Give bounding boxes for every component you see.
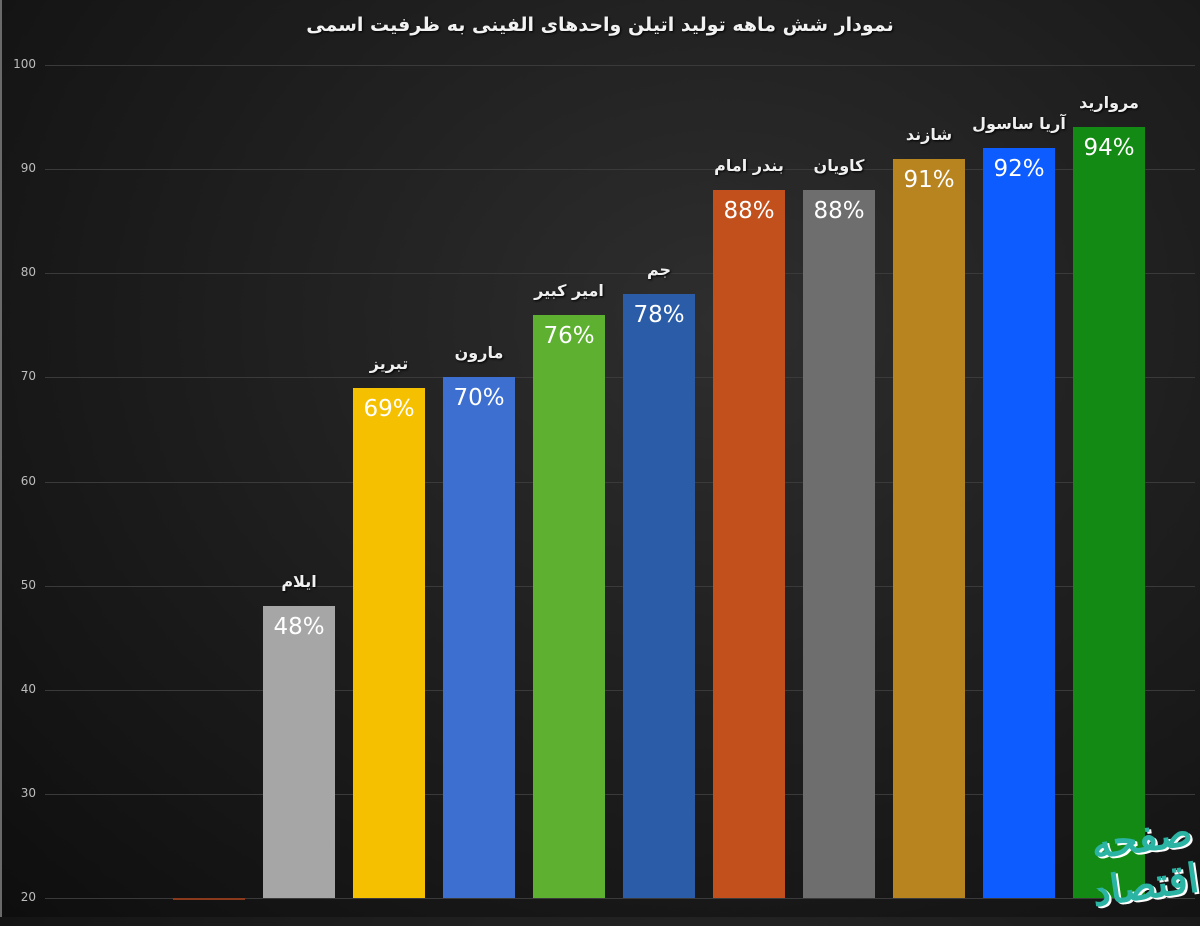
bar: 94% bbox=[1073, 127, 1145, 898]
gridline bbox=[45, 793, 1195, 795]
bar: 78% bbox=[623, 294, 695, 898]
gridline bbox=[45, 689, 1195, 691]
bar: 70% bbox=[443, 377, 515, 898]
y-tick-label: 80 bbox=[20, 265, 36, 280]
bar-value-label: 92% bbox=[993, 156, 1045, 183]
bar-value-label: 88% bbox=[723, 197, 775, 224]
category-label: آریا ساسول bbox=[972, 114, 1066, 134]
bar-value-label: 94% bbox=[1083, 135, 1135, 162]
category-label: ایلام bbox=[281, 572, 317, 592]
bar-value-label: 76% bbox=[543, 322, 595, 349]
y-tick-label: 70 bbox=[20, 369, 36, 384]
y-tick-label: 100 bbox=[13, 57, 36, 71]
category-label: کاویان bbox=[813, 155, 865, 175]
y-tick-label: 90 bbox=[20, 161, 36, 176]
bar-value-label: 48% bbox=[273, 614, 325, 641]
bar-value-label: 91% bbox=[903, 166, 955, 193]
chart-title: نمودار شش ماهه تولید اتیلن واحدهای الفین… bbox=[306, 14, 894, 36]
category-label: مارون bbox=[454, 343, 504, 363]
bar-value-label: 69% bbox=[363, 395, 415, 422]
bar-value-label: 70% bbox=[453, 385, 505, 412]
category-label: تبریز bbox=[369, 353, 409, 373]
gridline bbox=[45, 585, 1195, 587]
gridline bbox=[45, 65, 1195, 66]
bar-value-label: 88% bbox=[813, 197, 865, 224]
y-tick-label: 20 bbox=[20, 890, 36, 904]
category-label: شازند bbox=[905, 124, 953, 144]
bar: 48% bbox=[263, 606, 335, 898]
bar: 91% bbox=[893, 158, 965, 898]
category-label: امیر کبیر bbox=[534, 280, 604, 300]
category-label: جم bbox=[646, 260, 672, 280]
bar: 88% bbox=[803, 189, 875, 898]
category-label: مروارید bbox=[1079, 93, 1139, 113]
y-tick-label: 50 bbox=[20, 577, 36, 592]
bar-value-label: 78% bbox=[633, 302, 685, 329]
bar: 92% bbox=[983, 148, 1055, 898]
category-label: بندر امام bbox=[714, 155, 784, 175]
bar: 69% bbox=[353, 387, 425, 898]
gridline bbox=[45, 169, 1195, 171]
gridline bbox=[45, 377, 1195, 379]
left-border bbox=[0, 0, 2, 917]
y-tick-label: 40 bbox=[20, 681, 36, 696]
gridline bbox=[45, 273, 1195, 275]
gridline bbox=[45, 481, 1195, 483]
bar bbox=[173, 898, 245, 900]
y-tick-label: 30 bbox=[20, 785, 36, 800]
gridline bbox=[45, 898, 1195, 899]
bar: 88% bbox=[713, 189, 785, 898]
bar: 76% bbox=[533, 314, 605, 898]
y-tick-label: 60 bbox=[20, 473, 36, 488]
